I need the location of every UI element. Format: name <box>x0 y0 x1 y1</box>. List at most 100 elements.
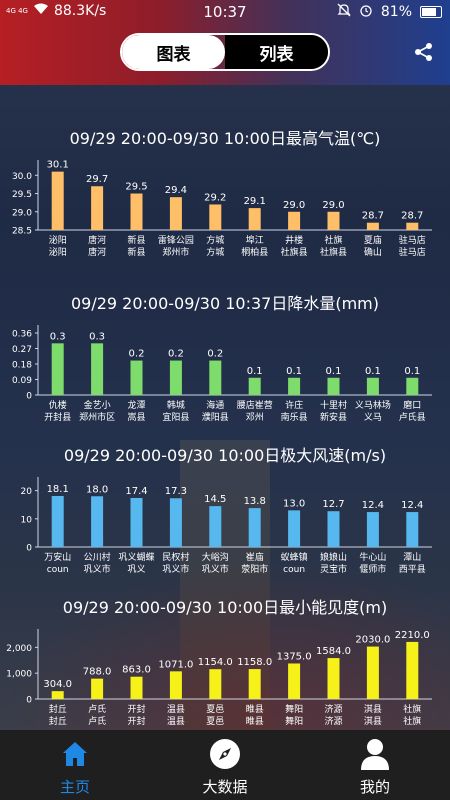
clock: 10:37 <box>203 3 247 21</box>
data-label: 17.4 <box>125 486 147 497</box>
data-label: 29.1 <box>244 196 266 207</box>
x-tick-label: 夏庙 <box>364 234 382 246</box>
battery-icon <box>420 6 442 18</box>
data-label: 1071.0 <box>158 659 193 670</box>
x-tick-label: 韩城 <box>167 399 185 411</box>
x-tick-label: 方城 <box>206 234 224 246</box>
share-icon[interactable] <box>414 42 434 66</box>
data-label: 0.2 <box>129 349 145 360</box>
data-label: 12.4 <box>362 500 384 511</box>
alarm-icon <box>359 3 373 21</box>
x-tick-label: 蚁蜂镇 <box>281 551 308 563</box>
x-tick-label-sub: 桐柏县 <box>241 246 268 258</box>
status-bar: 4G 4G 88.3K/s 10:37 81% <box>0 0 450 24</box>
x-tick-label: 磨口 <box>403 400 421 411</box>
compass-icon <box>209 738 241 770</box>
x-tick-label-sub: 封丘 <box>49 715 67 727</box>
x-tick-label: 泌阳 <box>49 234 67 246</box>
x-tick-label-sub: 巩义市 <box>202 563 229 575</box>
x-tick-label-sub: 宜阳县 <box>162 411 189 423</box>
x-tick-label-sub: 社旗县 <box>320 246 347 258</box>
bar <box>91 186 104 230</box>
chart-title: 09/29 20:00-09/30 10:00日最高气温(℃) <box>69 129 381 148</box>
nav-mine[interactable]: 我的 <box>300 730 450 800</box>
x-tick-label-sub: 社旗县 <box>281 246 308 258</box>
x-tick-label-sub: 嵩县 <box>127 412 145 423</box>
x-tick-label-sub: 新安县 <box>320 411 347 423</box>
data-label: 28.7 <box>362 211 384 222</box>
chart-min-visibility: 09/29 20:00-09/30 10:00日最小能见度(m) 2,000 1,… <box>0 594 450 734</box>
x-tick-label-sub: 巩义市 <box>162 563 189 575</box>
x-tick-label: 牛心山 <box>359 551 386 563</box>
x-tick-label: 雷锋公园 <box>158 234 194 246</box>
data-label: 0.1 <box>326 366 342 377</box>
x-tick-label-sub: 濮阳县 <box>202 411 229 423</box>
data-label: 0.2 <box>207 349 223 360</box>
x-tick-label-sub: 巩义 <box>127 564 145 575</box>
bar <box>169 671 182 699</box>
data-label: 1158.0 <box>237 657 272 668</box>
x-tick-label: 万安山 <box>44 551 71 563</box>
data-label: 29.0 <box>283 200 305 211</box>
tab-list[interactable]: 列表 <box>225 35 328 69</box>
data-label: 788.0 <box>83 667 112 678</box>
x-tick-label-sub: 夏邑 <box>206 716 224 727</box>
x-tick-label-sub: 邓州 <box>246 412 264 423</box>
x-tick-label-sub: 荥阳市 <box>241 563 268 575</box>
chart-max-wind-speed: 09/29 20:00-09/30 10:00日极大风速(m/s) 20 10 0 1… <box>0 442 450 582</box>
x-tick-label: 娘娘山 <box>320 551 347 563</box>
x-tick-label-sub: 灵宝市 <box>320 563 347 575</box>
data-label: 0.3 <box>89 331 105 342</box>
bar <box>406 641 419 699</box>
x-tick-label: 海通 <box>206 399 224 411</box>
bar <box>406 512 419 547</box>
bar <box>248 208 261 230</box>
x-tick-label: 民权村 <box>162 551 189 563</box>
x-tick-label: 舞阳 <box>285 704 303 715</box>
battery-percent: 81% <box>380 4 412 20</box>
bar <box>288 377 301 395</box>
tab-chart[interactable]: 图表 <box>122 35 225 69</box>
nav-bigdata-label: 大数据 <box>202 778 248 796</box>
x-tick-label-sub: coun <box>283 565 305 575</box>
x-tick-label-sub: 驻马店 <box>399 246 426 258</box>
data-label: 0.1 <box>404 366 420 377</box>
x-tick-label: 巩义蝴蝶 <box>118 551 154 563</box>
x-tick-label: 许庄 <box>285 399 303 411</box>
nav-bigdata[interactable]: 大数据 <box>150 730 300 800</box>
bar <box>91 343 104 395</box>
data-label: 0.1 <box>286 366 302 377</box>
x-tick-label: 大峪沟 <box>202 551 229 563</box>
chart-max-temperature: 09/29 20:00-09/30 10:00日最高气温(℃) 30.0 29.5… <box>0 125 450 265</box>
data-label: 0.3 <box>50 331 66 342</box>
bar <box>327 377 340 395</box>
chart-precipitation: 09/29 20:00-09/30 10:37日降水量(mm) 0.36 0.27… <box>0 290 450 430</box>
x-tick-label: 开封 <box>127 703 145 715</box>
data-label: 14.5 <box>204 494 226 505</box>
network-speed: 88.3K/s <box>53 3 107 19</box>
x-tick-label-sub: 卢氏 <box>88 715 106 727</box>
y-tick-label: 0 <box>26 544 32 554</box>
bar <box>51 171 64 230</box>
x-tick-label-sub: 卢氏县 <box>399 411 426 423</box>
view-toggle: 图表 列表 <box>120 33 330 71</box>
data-label: 1584.0 <box>316 646 351 657</box>
bar <box>327 511 340 547</box>
bar <box>130 676 143 699</box>
x-tick-label-sub: 新县 <box>127 246 145 258</box>
y-tick-label: 0.09 <box>12 376 32 386</box>
bar <box>169 498 182 547</box>
nav-home[interactable]: 主页 <box>0 730 150 800</box>
data-label: 17.3 <box>165 486 187 497</box>
bar <box>406 377 419 395</box>
y-tick-label: 30.0 <box>12 172 32 182</box>
home-icon <box>60 738 90 770</box>
data-label: 12.7 <box>322 499 344 510</box>
data-label: 30.1 <box>47 160 69 171</box>
bar <box>91 496 104 547</box>
x-tick-label: 社旗 <box>324 234 342 246</box>
y-tick-label: 0 <box>26 696 32 706</box>
nav-mine-label: 我的 <box>359 778 390 796</box>
